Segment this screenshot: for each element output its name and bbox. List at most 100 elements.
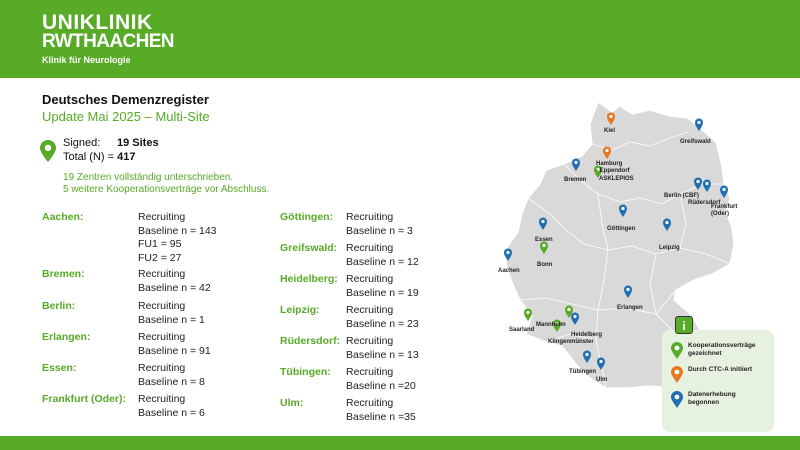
city-label-erlangen: Erlangen: [617, 305, 643, 311]
city-label-ulm: Ulm: [596, 377, 608, 383]
map-pin-dot: [542, 243, 546, 248]
map-pin-dot: [665, 220, 669, 225]
map-pin-dot: [621, 206, 625, 211]
site-status: Recruiting: [346, 335, 394, 347]
site-status: Recruiting: [138, 300, 186, 312]
map-pin-dot: [506, 250, 510, 255]
map-pin-icon: [571, 312, 579, 325]
site-count: Baseline n = 8: [138, 375, 205, 388]
site-status: Recruiting: [138, 362, 186, 374]
site-name: Rüdersdorf:: [280, 335, 341, 347]
city-label-bremen: Bremen: [564, 177, 587, 183]
city-label-ruedersdorf: Rüdersdorf: [688, 200, 721, 206]
site-status: Recruiting: [138, 268, 186, 280]
city-label-aachen: Aachen: [498, 268, 520, 274]
map-pin-dot: [697, 120, 701, 125]
city-label-frankfurt-oder: Frankfurt (Oder): [711, 204, 738, 217]
map-pin-icon: [694, 177, 702, 190]
map-pin-icon: [603, 146, 611, 159]
map-pin-icon: [565, 305, 573, 318]
site-name: Aachen:: [42, 211, 84, 223]
legend-pin-icon: [671, 366, 683, 383]
site-name: Erlangen:: [42, 331, 91, 343]
location-pin-icon: [40, 140, 56, 162]
site-count: Baseline n = 1: [138, 313, 205, 326]
site-status: Recruiting: [346, 304, 394, 316]
site-status: Recruiting: [138, 331, 186, 343]
map-pin-dot: [526, 310, 530, 315]
site-status: Recruiting: [346, 273, 394, 285]
map-pin-icon: [703, 179, 711, 192]
city-label-hamburg: Hamburg - Eppendorf: [596, 161, 630, 174]
map-pin-icon: [524, 308, 532, 321]
map-pin-icon: [540, 241, 548, 254]
city-label-berlin: Berlin (CBF): [664, 193, 699, 199]
site-name: Bremen:: [42, 268, 85, 280]
map-pin-icon: [607, 112, 615, 125]
city-label-essen: Essen: [535, 237, 553, 243]
site-name: Essen:: [42, 362, 77, 374]
map-pin-dot: [574, 160, 578, 165]
site-name: Tübingen:: [280, 366, 331, 378]
legend-pin-icon: [671, 391, 683, 408]
site-status: Recruiting: [346, 397, 394, 409]
site-count: FU2 = 27: [138, 251, 182, 264]
map-pin-icon: [594, 165, 602, 178]
city-label-heidelberg: Heidelberg: [571, 332, 603, 338]
site-count: Baseline n = 42: [138, 281, 211, 294]
map-pin-dot: [609, 114, 613, 119]
city-label-kiel: Kiel: [604, 128, 616, 134]
map-pin-dot: [596, 167, 600, 172]
map-pin-icon: [539, 217, 547, 230]
map-pin-icon: [583, 350, 591, 363]
map-pin-icon: [504, 248, 512, 261]
map-pin-dot: [722, 187, 726, 192]
map-pin-icon: [624, 285, 632, 298]
map-pin-dot: [573, 314, 577, 319]
map-pin-icon: [619, 204, 627, 217]
page-title: Deutsches Demenzregister: [42, 92, 209, 107]
city-label-klingenmuenster: Klingenmünster: [548, 339, 594, 345]
total-value: 417: [117, 151, 136, 163]
map-pin-dot: [567, 307, 571, 312]
map-pin-dot: [541, 219, 545, 224]
page-subtitle: Update Mai 2025 – Multi-Site: [42, 109, 210, 124]
site-name: Berlin:: [42, 300, 76, 312]
note-line-2: 5 weitere Kooperationsverträge vor Absch…: [63, 184, 270, 195]
logo-rwth-aachen: RWTHAACHEN: [42, 31, 175, 52]
site-status: Recruiting: [346, 211, 394, 223]
legend-label: Datenerhebung begonnen: [688, 391, 736, 406]
map-pin-icon: [720, 185, 728, 198]
status-note: 19 Zentren vollständig unterschrieben. 5…: [63, 172, 269, 196]
city-label-asklepios: ASKLEPIOS: [599, 176, 634, 182]
signed-label: Signed:: [63, 137, 101, 149]
city-label-tuebingen: Tübingen: [569, 369, 596, 375]
city-label-bonn: Bonn: [537, 262, 553, 268]
city-label-leipzig: Leipzig: [659, 245, 680, 251]
legend-pin-icon: [671, 342, 683, 359]
map-pin-dot: [585, 352, 589, 357]
note-line-1: 19 Zentren vollständig unterschrieben.: [63, 172, 234, 183]
site-count: Baseline n = 13: [346, 348, 419, 361]
site-count: FU1 = 95: [138, 238, 182, 250]
site-name: Frankfurt (Oder):: [42, 393, 126, 405]
map-pin-icon: [597, 357, 605, 370]
map-pin-icon: [663, 218, 671, 231]
site-count: Baseline n = 143: [138, 224, 217, 237]
map-pin-dot: [599, 359, 603, 364]
site-count: Baseline n = 3: [346, 224, 413, 237]
total-label: Total (N) =: [63, 151, 118, 163]
site-count: Baseline n = 6: [138, 406, 205, 419]
site-count: Baseline n =35: [346, 410, 416, 423]
city-label-saarland: Saarland: [509, 327, 535, 333]
city-label-goettingen: Göttingen: [607, 226, 636, 232]
map-pin-dot: [705, 181, 709, 186]
map-pin-dot: [626, 287, 630, 292]
department-name: Klinik für Neurologie: [42, 55, 131, 65]
site-count: Baseline n = 91: [138, 344, 211, 357]
map-pin-dot: [605, 148, 609, 153]
map-pin-dot: [696, 179, 700, 184]
header-bar: UNIKLINIK RWTHAACHEN Klinik für Neurolog…: [0, 0, 800, 78]
site-name: Greifswald:: [280, 242, 338, 254]
map-pin-icon: [695, 118, 703, 131]
